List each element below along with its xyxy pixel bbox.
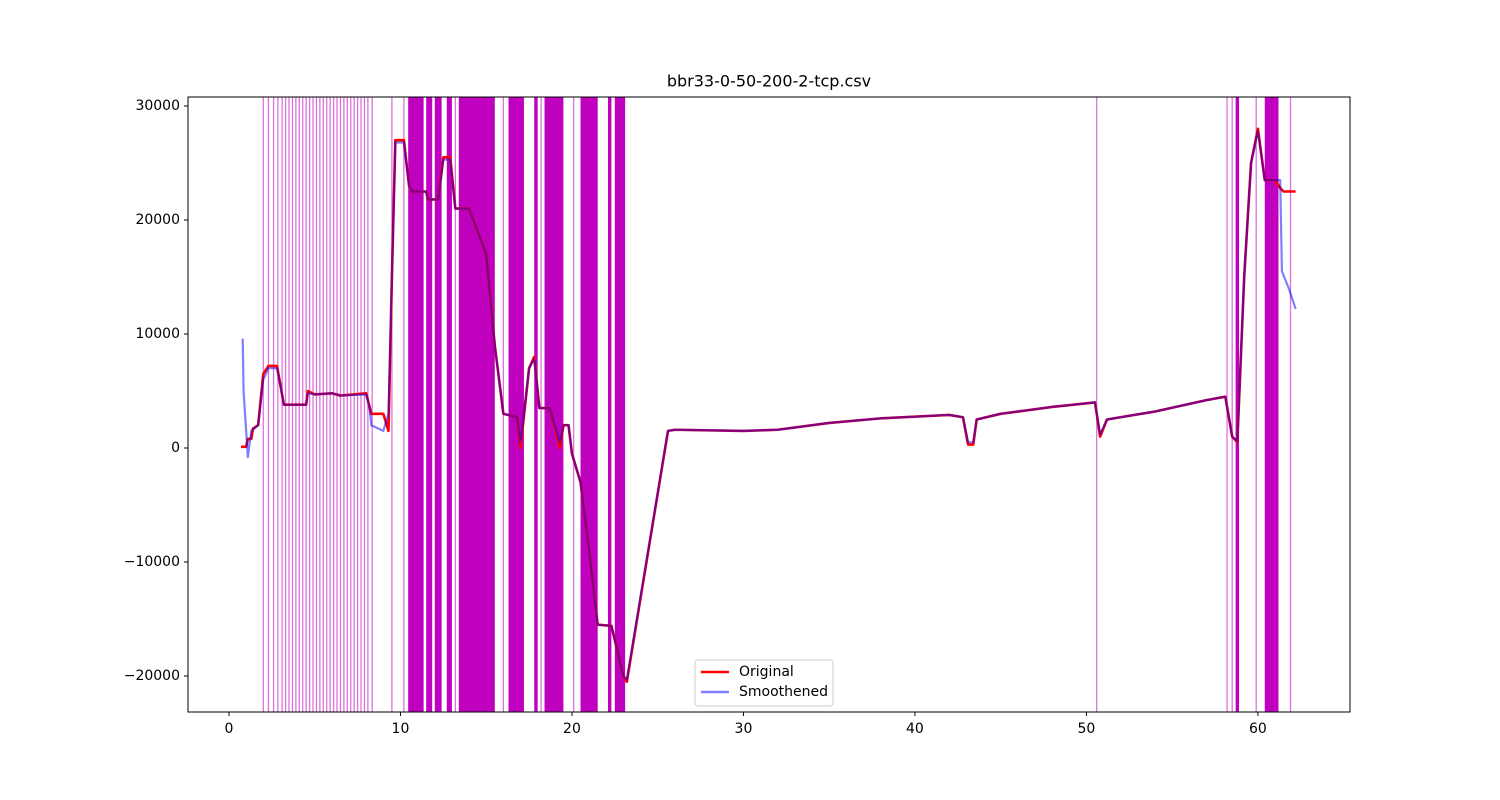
event-band bbox=[580, 97, 598, 712]
x-tick-label: 40 bbox=[906, 721, 924, 737]
event-band bbox=[446, 97, 452, 712]
legend-label: Original bbox=[739, 664, 794, 680]
event-band bbox=[607, 97, 612, 712]
x-tick-label: 20 bbox=[563, 721, 581, 737]
y-tick-label: 20000 bbox=[135, 212, 180, 228]
x-tick-label: 0 bbox=[225, 721, 234, 737]
event-band bbox=[408, 97, 424, 712]
y-tick-label: −10000 bbox=[124, 554, 180, 570]
x-tick-label: 50 bbox=[1078, 721, 1096, 737]
legend-label: Smoothened bbox=[739, 684, 828, 700]
plot-area bbox=[240, 97, 1297, 712]
x-tick-label: 60 bbox=[1249, 721, 1267, 737]
x-tick-label: 10 bbox=[392, 721, 410, 737]
y-tick-label: 30000 bbox=[135, 98, 180, 114]
event-band bbox=[1264, 97, 1279, 712]
event-band bbox=[1235, 97, 1240, 712]
series-line bbox=[241, 129, 1297, 681]
y-tick-label: 10000 bbox=[135, 326, 180, 342]
x-tick-label: 30 bbox=[735, 721, 753, 737]
event-band bbox=[508, 97, 524, 712]
event-band bbox=[544, 97, 564, 712]
event-band bbox=[458, 97, 495, 712]
event-band bbox=[434, 97, 442, 712]
event-band bbox=[614, 97, 626, 712]
event-band bbox=[534, 97, 538, 712]
chart-title: bbr33-0-50-200-2-tcp.csv bbox=[667, 72, 871, 91]
event-band bbox=[426, 97, 433, 712]
axes-frame bbox=[187, 96, 1351, 713]
y-tick-label: −20000 bbox=[124, 668, 180, 684]
y-tick-label: 0 bbox=[171, 440, 180, 456]
legend-box bbox=[694, 659, 834, 707]
